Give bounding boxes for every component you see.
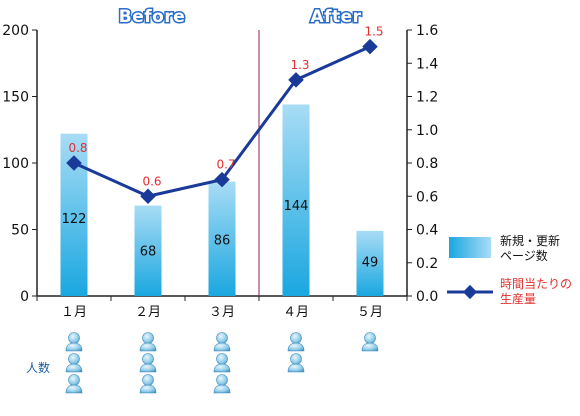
legend-bar-label-line1: 新規・更新 — [500, 233, 560, 248]
x-tick-label: ４月 — [283, 305, 309, 320]
y-right-tick-label: 0.6 — [416, 189, 438, 205]
phase-annotations: Before After — [117, 6, 362, 29]
line-value-label: 0.7 — [216, 158, 235, 172]
y-right-tick-label: 1.6 — [416, 23, 438, 39]
y-right-tick-label: 1.0 — [416, 123, 438, 139]
after-annotation: After — [310, 7, 361, 27]
person-icon — [361, 332, 379, 352]
x-tick-label: １月 — [61, 305, 87, 320]
legend-bar-swatch — [449, 237, 491, 258]
data-labels: 122 68 86 144 49 0.8 0.6 0.7 1.3 1.5 — [62, 25, 384, 271]
y-left-tick-label: 50 — [11, 223, 29, 239]
line-series — [66, 38, 378, 205]
bar-value-label: 144 — [284, 199, 309, 214]
x-tick-label: ５月 — [357, 305, 383, 320]
person-icon — [65, 374, 83, 394]
legend-line-marker — [462, 284, 478, 300]
bar — [134, 205, 162, 296]
y-right-tick-label: 0.4 — [416, 223, 438, 239]
person-icon — [287, 332, 305, 352]
y-right-tick-label: 1.2 — [416, 90, 438, 106]
person-icon — [287, 353, 305, 373]
before-annotation: Before — [119, 7, 185, 27]
axes: 0 50 100 150 200 0.0 0.2 0.4 0.6 0.8 1.0 1.2 1.4 1.6 １… — [2, 23, 438, 320]
bar-value-label: 122 — [62, 212, 87, 227]
person-icon — [213, 374, 231, 394]
person-icon — [139, 353, 157, 373]
people-counts: 人数 — [26, 332, 379, 394]
line-point — [140, 188, 156, 205]
line-value-label: 1.3 — [290, 58, 309, 72]
person-icon — [139, 332, 157, 352]
bar — [208, 181, 236, 296]
legend: 新規・更新 ページ数 時間当たりの 生産量 — [447, 233, 572, 306]
people-label: 人数 — [26, 360, 50, 375]
y-left-tick-label: 0 — [20, 289, 29, 305]
person-icon — [213, 332, 231, 352]
x-tick-label: ２月 — [135, 305, 161, 320]
bar-value-label: 49 — [362, 256, 379, 271]
line-point — [66, 155, 82, 171]
y-right-tick-label: 0.8 — [416, 156, 438, 172]
x-tick-label: ３月 — [209, 305, 235, 320]
legend-line-label-line1: 時間当たりの — [500, 277, 572, 291]
bars — [60, 104, 384, 296]
y-left-tick-label: 100 — [2, 156, 29, 172]
person-icon — [65, 332, 83, 352]
y-left-tick-label: 200 — [2, 23, 29, 39]
line-value-label: 0.6 — [142, 174, 161, 188]
line-value-label: 0.8 — [68, 141, 87, 155]
bar-value-label: 86 — [214, 234, 231, 249]
line-point — [362, 38, 378, 55]
bar-value-label: 68 — [140, 244, 157, 259]
person-icon — [65, 353, 83, 373]
bar — [356, 230, 384, 296]
bar — [282, 104, 310, 296]
person-icon — [139, 374, 157, 394]
person-icon — [213, 353, 231, 373]
line-point — [214, 171, 230, 188]
y-right-tick-label: 0.2 — [416, 256, 438, 272]
y-right-tick-label: 0.0 — [416, 289, 438, 305]
y-left-tick-label: 150 — [2, 90, 29, 106]
line-value-label: 1.5 — [364, 25, 383, 39]
legend-line-label-line2: 生産量 — [500, 291, 536, 306]
legend-bar-label-line2: ページ数 — [500, 248, 548, 263]
y-right-tick-label: 1.4 — [416, 56, 438, 72]
